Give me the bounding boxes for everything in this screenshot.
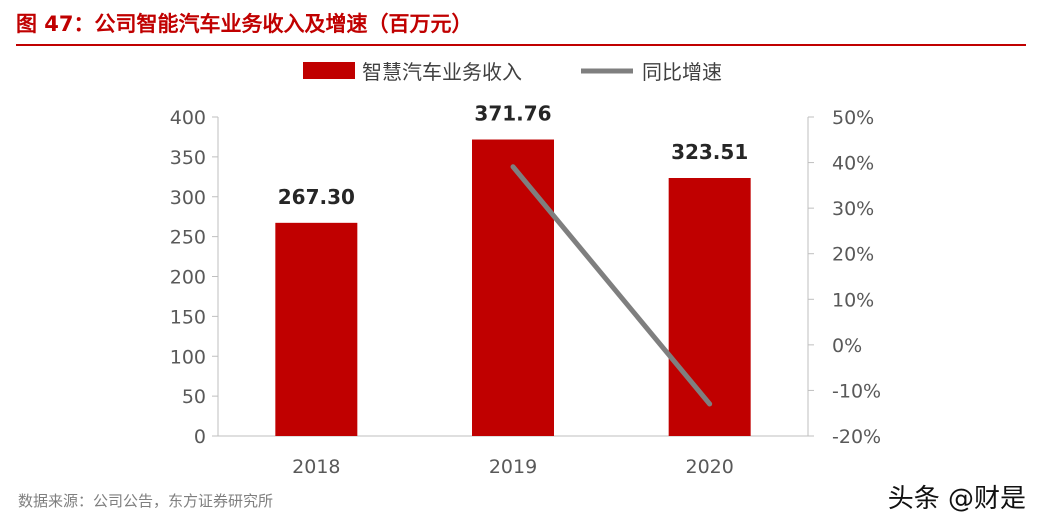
right-tick-label: -20% (832, 426, 881, 448)
bar-value-label: 267.30 (278, 185, 355, 209)
legend: 智慧汽车业务收入 同比增速 (303, 60, 722, 84)
bar (472, 139, 554, 436)
left-tick-label: 250 (170, 227, 206, 249)
legend-line-label: 同比增速 (642, 60, 722, 84)
right-tick-label: 20% (832, 244, 874, 266)
right-tick-label: 0% (832, 335, 862, 357)
left-tick-label: 0 (194, 426, 206, 448)
growth-line (510, 164, 713, 407)
left-tick-label: 100 (170, 346, 206, 368)
left-tick-label: 300 (170, 187, 206, 209)
right-tick-label: -10% (832, 380, 881, 402)
right-tick-label: 40% (832, 153, 874, 175)
x-tick-label: 2020 (685, 456, 733, 478)
source-note: 数据来源：公司公告，东方证券研究所 (18, 492, 274, 510)
x-tick-label: 2019 (489, 456, 537, 478)
legend-bar-label: 智慧汽车业务收入 (362, 60, 522, 84)
left-tick-label: 400 (170, 107, 206, 129)
left-tick-label: 200 (170, 267, 206, 289)
watermark: 头条 @财是 (887, 484, 1026, 514)
bar (275, 222, 358, 436)
title-divider (16, 44, 1026, 46)
legend-bar-swatch (303, 62, 355, 79)
x-tick-label: 2018 (292, 456, 340, 478)
right-tick-label: 50% (832, 107, 874, 129)
left-tick-label: 150 (170, 306, 206, 328)
plot-area: 0 50 100 150 200 250 300 350 400 -20% -10% 0% 10% 20%… (170, 102, 881, 478)
chart-title: 图 47：公司智能汽车业务收入及增速（百万元） (16, 12, 473, 36)
right-tick-label: 10% (832, 289, 874, 311)
left-tick-label: 50 (182, 386, 206, 408)
bar (668, 178, 751, 436)
left-tick-label: 350 (170, 147, 206, 169)
bar-value-label: 371.76 (474, 102, 551, 126)
bar-value-label: 323.51 (671, 140, 748, 164)
right-tick-label: 30% (832, 198, 874, 220)
